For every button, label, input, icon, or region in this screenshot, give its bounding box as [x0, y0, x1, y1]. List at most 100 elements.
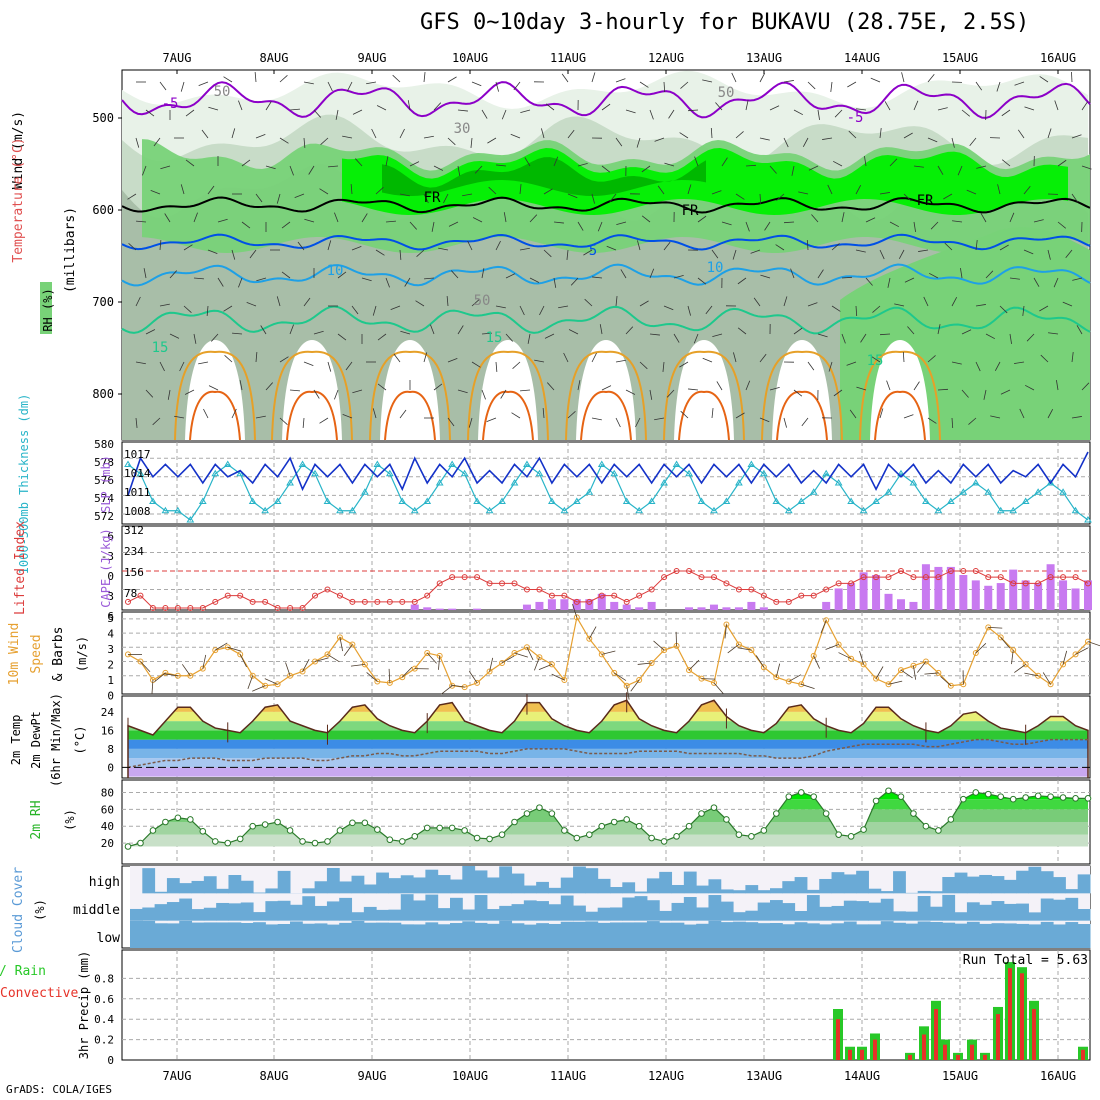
rh-point	[860, 826, 867, 833]
cloud-cell	[622, 922, 636, 948]
cloud-cell	[794, 877, 808, 894]
rh-point	[398, 838, 406, 845]
cloud-cell	[1003, 879, 1017, 894]
thickness-point	[548, 497, 556, 504]
cloud-cell	[462, 866, 476, 894]
wind-barb	[319, 417, 329, 424]
wind-barb	[817, 109, 820, 120]
wind-barb-10m	[151, 680, 154, 695]
wind-barb	[327, 81, 333, 92]
wind-barb	[249, 249, 257, 259]
wind-speed-point	[349, 641, 356, 648]
cloud-cell	[671, 884, 685, 894]
wind-barb	[308, 165, 315, 175]
wind-barb	[791, 165, 795, 176]
wind-barb	[570, 277, 579, 286]
wind-barb	[951, 137, 955, 148]
wind-speed-point	[324, 651, 331, 658]
wind-barb	[423, 193, 429, 204]
content-layer	[40, 70, 1100, 1060]
lifted-index-point	[997, 574, 1004, 581]
wind-barb	[193, 212, 198, 223]
cloud-level-label: low	[97, 931, 121, 946]
cloud-cell	[302, 888, 316, 894]
lifted-index-point	[499, 580, 506, 587]
cloud-cell	[548, 887, 562, 894]
wind-barb	[185, 109, 195, 117]
wind-barb	[879, 333, 891, 336]
wind-barb	[592, 276, 603, 279]
wind-barb	[135, 296, 141, 307]
thickness-point	[834, 479, 843, 486]
wind-barb	[241, 221, 251, 229]
wind-barb	[1057, 221, 1067, 229]
footer-text: GrADS: COLA/IGES	[6, 1083, 112, 1096]
contour-20	[467, 350, 549, 441]
cape-bar	[896, 599, 905, 610]
wind-speed-point	[611, 669, 618, 676]
wind-barb	[601, 165, 611, 173]
rh-point	[573, 834, 581, 842]
wind-barb	[211, 333, 219, 342]
rh-point	[598, 822, 606, 830]
wind-barb	[217, 218, 228, 223]
wind-barb	[735, 193, 745, 200]
wind-barb	[951, 296, 958, 307]
thickness-point	[311, 469, 319, 477]
cloud-cell	[634, 891, 648, 894]
thickness-point	[685, 469, 693, 477]
wind-barb	[793, 109, 804, 116]
wind-barb-10m	[264, 678, 278, 685]
wind-barb	[1081, 382, 1090, 391]
cloud-cell	[733, 912, 746, 921]
cloud-cell	[1077, 909, 1091, 921]
wind-barb	[889, 158, 898, 167]
cloud-cell	[560, 877, 574, 894]
wind-barb	[553, 156, 559, 167]
slp-right-tick: 1017	[124, 448, 151, 461]
rh-point	[349, 819, 356, 827]
wind-barb-10m	[450, 684, 465, 688]
wind-barb	[351, 246, 362, 251]
wind-barb	[599, 324, 603, 335]
lifted-index-point	[723, 580, 730, 587]
cape-bar	[1071, 588, 1080, 610]
wind-barb	[352, 389, 363, 394]
wind-barb	[145, 389, 154, 398]
rh-tick: 20	[101, 837, 114, 850]
wind-barb	[1054, 100, 1059, 111]
rh-point	[299, 838, 306, 845]
thickness-point	[959, 488, 968, 495]
wind-barb	[663, 81, 666, 93]
cloud-cell	[930, 906, 943, 921]
cloud-cell	[511, 904, 525, 921]
wind-barb	[276, 296, 281, 307]
wind-barb	[390, 305, 401, 310]
wind-tick: 3	[107, 643, 114, 656]
wind-barb	[328, 165, 339, 168]
wind-barb	[143, 268, 147, 279]
contour-25	[384, 390, 436, 441]
thickness-point	[485, 506, 494, 514]
cloud-cell	[203, 876, 217, 894]
cloud-cell	[265, 924, 279, 948]
wind-barb	[372, 305, 377, 316]
wind-barb	[447, 417, 455, 427]
wind-barb	[520, 389, 531, 392]
wind-barb	[1081, 165, 1092, 170]
cloud-cell	[191, 922, 205, 948]
cloud-cell	[597, 878, 611, 894]
wind-barb	[737, 327, 747, 335]
wind-speed-point	[287, 672, 294, 679]
lifted-index-point	[249, 598, 256, 605]
wind-barb	[951, 361, 962, 365]
wind-barb	[902, 351, 905, 363]
date-label-top: 14AUG	[844, 51, 880, 65]
cape-bar	[822, 601, 831, 610]
cloud-cell	[966, 902, 980, 921]
wind-barb-10m	[339, 637, 344, 652]
contour-label: 15	[152, 340, 169, 356]
wind-tick: 4	[107, 628, 114, 641]
cloud-cell	[806, 889, 820, 894]
wind-barb	[512, 361, 521, 369]
